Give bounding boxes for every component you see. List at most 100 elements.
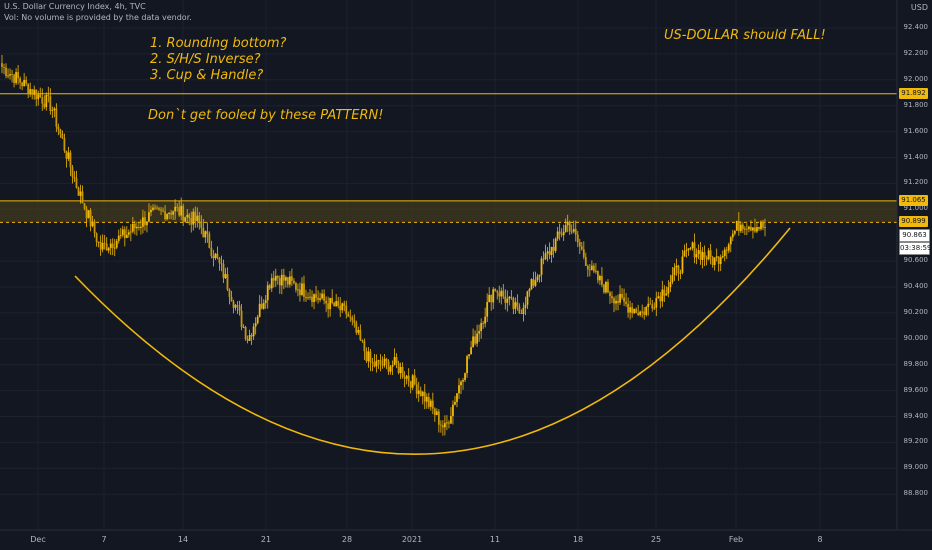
candle-body [3, 66, 5, 68]
price-axis-label: 89.600 [903, 385, 929, 394]
candle-body [95, 233, 98, 243]
candle-body [695, 253, 698, 258]
time-axis-label: 14 [177, 535, 189, 544]
candle-body [123, 229, 126, 239]
candle-body [327, 303, 330, 310]
candle-body [673, 267, 676, 276]
candle-body [389, 366, 392, 372]
currency-label[interactable]: USD [910, 3, 928, 12]
price-axis-label: 92.400 [903, 23, 929, 31]
candle-body [57, 126, 60, 130]
candle-body [317, 297, 319, 300]
candle-body [411, 375, 414, 388]
candle-body [353, 320, 356, 323]
candle-body [337, 301, 340, 306]
candle-body [437, 411, 440, 425]
candle-body [363, 340, 366, 352]
candle-body [484, 316, 487, 324]
candle-body [33, 89, 36, 95]
candle-body [5, 67, 7, 77]
candle-body [325, 300, 328, 304]
candle-body [532, 279, 535, 286]
candle-body [21, 82, 24, 87]
price-axis-label: 88.800 [903, 489, 929, 498]
candle-body [401, 367, 404, 378]
candle-body [764, 227, 766, 228]
candle-body [77, 187, 80, 196]
time-axis-label: 21 [260, 535, 272, 544]
candle-body [164, 211, 166, 220]
candle-body [615, 300, 617, 304]
candle-body [184, 217, 187, 222]
candle-body [150, 209, 152, 213]
candle-body [347, 314, 350, 317]
headline-text: US-DOLLAR should FALL! [664, 28, 826, 43]
candle-body [69, 152, 72, 168]
candle-body [421, 391, 424, 397]
candle-body [725, 249, 728, 251]
candle-body [464, 373, 466, 381]
candle-body [297, 289, 299, 291]
candle-body [284, 277, 287, 281]
candle-body [101, 242, 104, 250]
candle-body [39, 94, 42, 98]
candle-body [345, 305, 348, 315]
candle-body [486, 302, 489, 317]
candle-body [556, 231, 559, 239]
candle-body [641, 311, 644, 313]
candle-body [619, 293, 621, 303]
warning-text: Don`t get fooled by these PATTERN! [148, 108, 384, 123]
candle-body [558, 231, 561, 234]
candle-body [441, 425, 444, 428]
candle-body [105, 243, 108, 251]
candle-body [23, 79, 26, 87]
candle-body [154, 207, 156, 209]
candle-body [53, 108, 56, 111]
candle-body [13, 74, 15, 83]
candle-body [339, 305, 342, 311]
resistance-zone [0, 200, 897, 223]
candle-body [315, 294, 317, 298]
candle-body [466, 356, 468, 374]
pattern-2: 2. S/H/S Inverse? [150, 52, 261, 67]
candle-body [657, 296, 660, 298]
candle-body [536, 276, 539, 281]
candle-body [737, 221, 740, 232]
candle-body [1, 63, 3, 67]
candle-body [375, 360, 378, 367]
candle-body [109, 243, 112, 249]
candle-body [331, 298, 334, 303]
candle-body [429, 400, 432, 407]
candle-body [79, 191, 82, 196]
candle-body [264, 300, 267, 304]
candle-body [723, 249, 726, 257]
candle-body [452, 404, 454, 417]
candle-body [137, 226, 140, 228]
candle-body [119, 235, 122, 236]
candle-body [550, 246, 553, 255]
candle-body [460, 381, 462, 386]
candle-body [254, 323, 257, 327]
candle-body [607, 281, 609, 293]
candle-body [355, 322, 358, 333]
price-axis-label: 89.800 [903, 359, 929, 368]
candle-body [65, 150, 68, 159]
candle-body [564, 225, 567, 232]
candle-body [59, 129, 62, 134]
candle-body [439, 424, 442, 426]
price-axis-label: 90.400 [903, 282, 929, 290]
candle-body [562, 231, 565, 235]
candle-body [282, 274, 285, 281]
candle-body [433, 408, 436, 415]
candle-body [35, 89, 38, 100]
candle-body [739, 224, 742, 232]
candle-body [508, 296, 511, 299]
candle-body [494, 289, 497, 292]
candle-body [216, 253, 219, 259]
candle-body [204, 231, 207, 238]
candle-body [458, 385, 460, 394]
candle-body [319, 298, 321, 300]
candle-body [490, 294, 493, 303]
candle-body [522, 307, 525, 315]
